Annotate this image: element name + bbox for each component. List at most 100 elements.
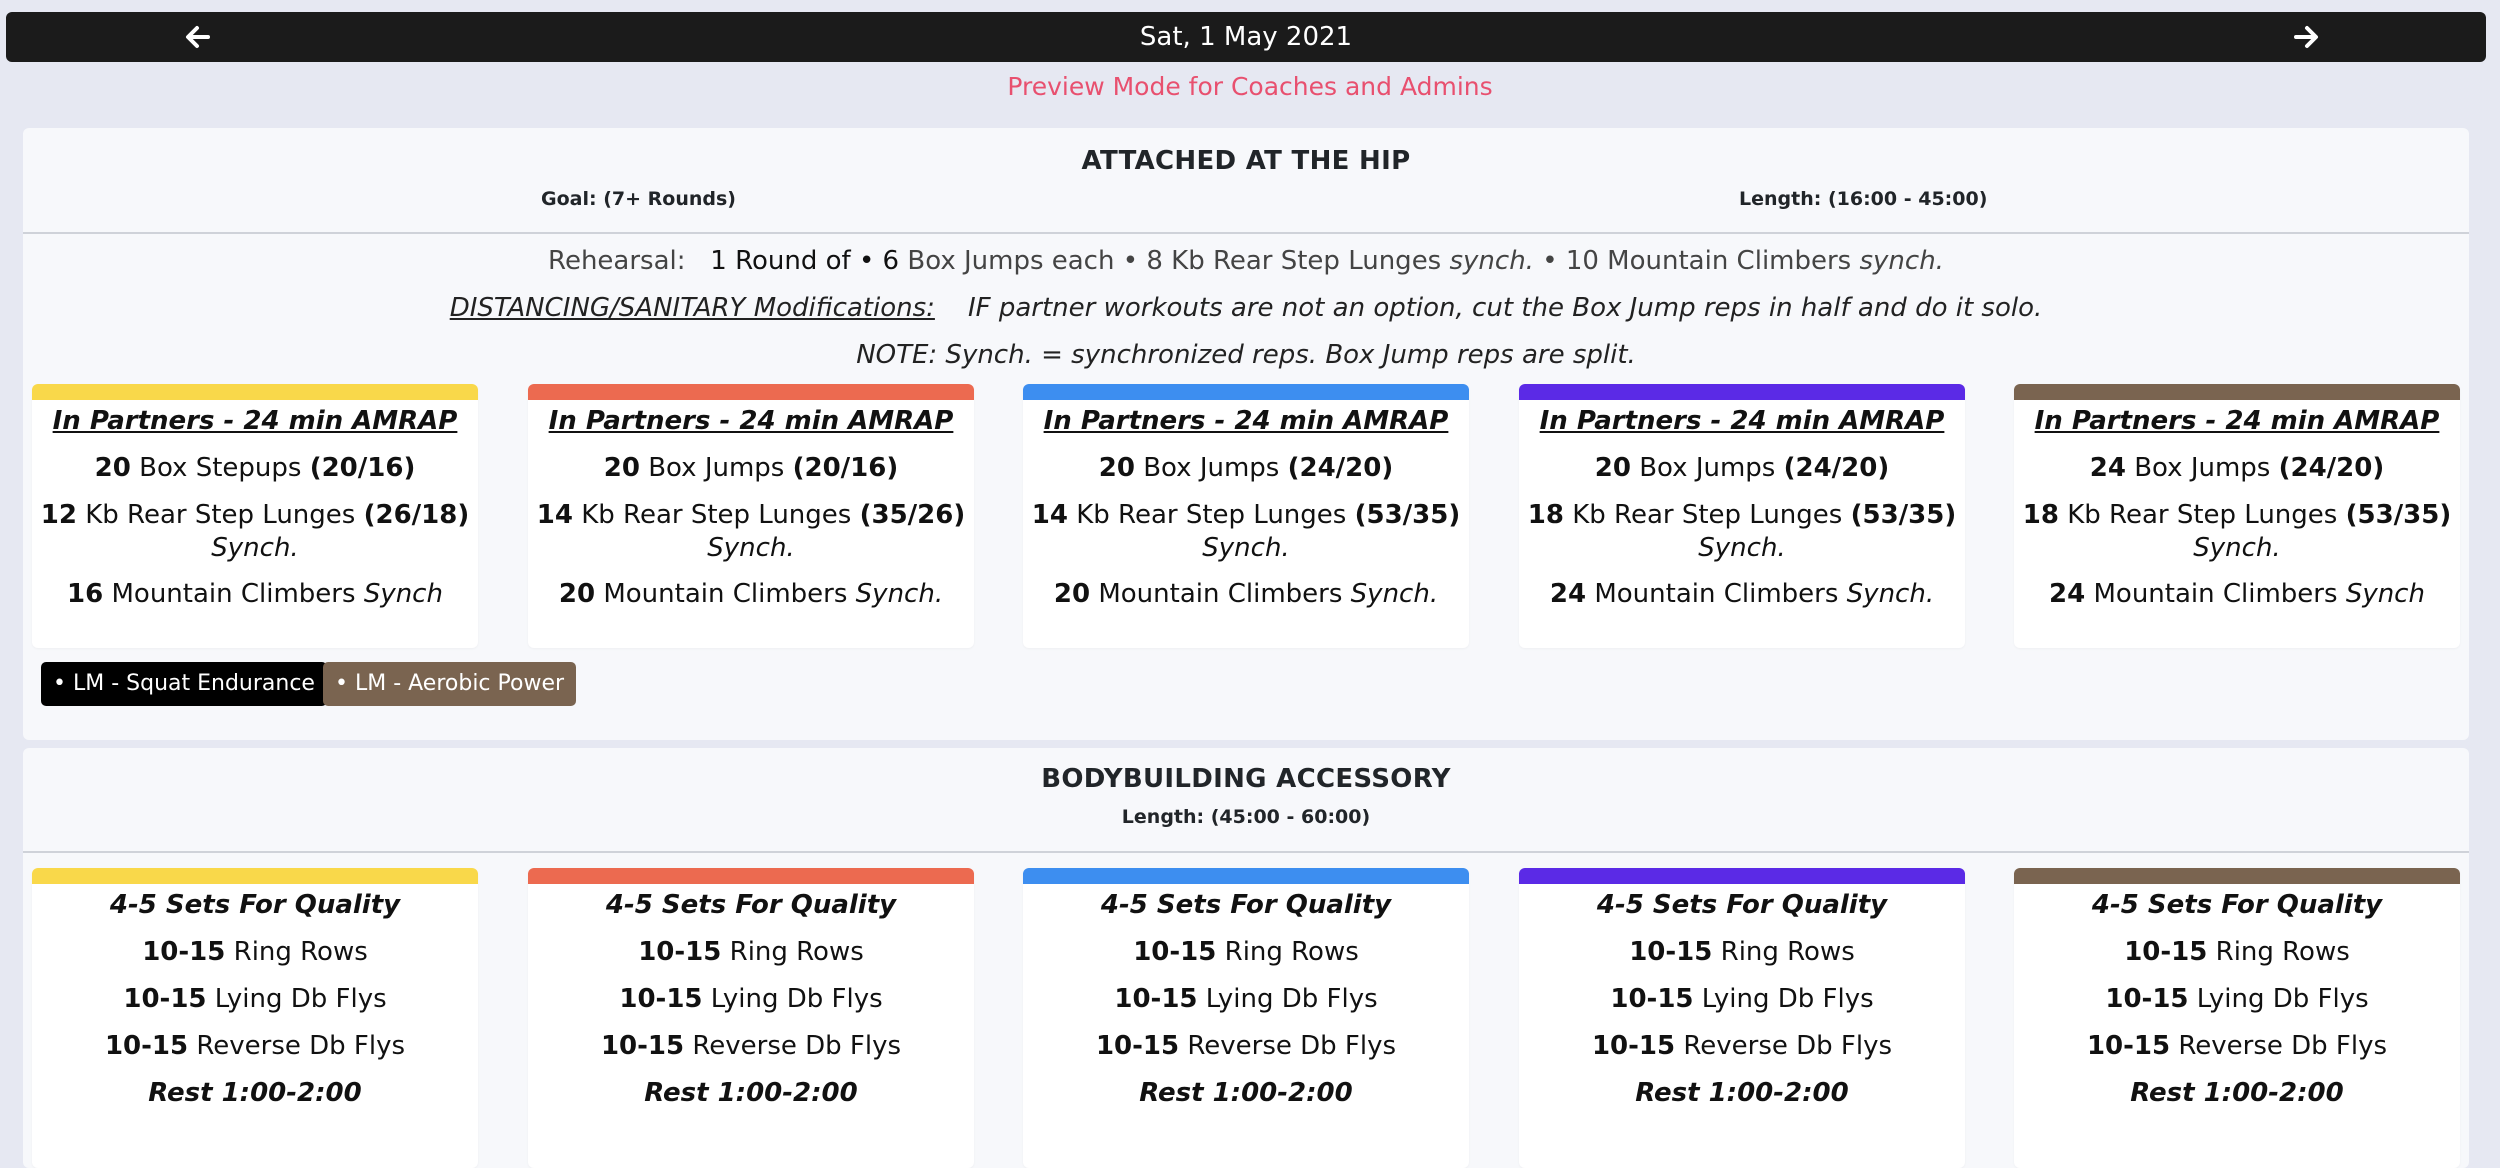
card-heading: In Partners - 24 min AMRAP bbox=[548, 406, 954, 436]
level-color-bar bbox=[1023, 868, 1469, 884]
rehearsal-text-4: synch. bbox=[1449, 246, 1534, 276]
arrow-right-icon bbox=[2294, 26, 2318, 48]
movement-1: 20 Box Jumps (24/20) bbox=[1098, 453, 1394, 483]
movement-3: 10-15 Reverse Db Flys bbox=[1591, 1031, 1893, 1061]
level-color-bar bbox=[1519, 384, 1965, 400]
rest-note: Rest 1:00-2:00 bbox=[2130, 1078, 2344, 1108]
level-color-bar bbox=[2014, 384, 2460, 400]
card-heading: 4-5 Sets For Quality bbox=[2091, 890, 2383, 920]
movement-3: 24 Mountain Climbers Synch. bbox=[1549, 579, 1935, 609]
movement-1: 10-15 Ring Rows bbox=[2124, 937, 2350, 967]
movement-2-note: Synch. bbox=[1202, 533, 1290, 563]
card-heading: 4-5 Sets For Quality bbox=[1100, 890, 1392, 920]
rehearsal-text-3: Kb Rear Step Lunges bbox=[1162, 246, 1450, 276]
level-color-bar bbox=[2014, 868, 2460, 884]
level-color-bar bbox=[1519, 868, 1965, 884]
workout-section-bodybuilding-accessory: BODYBUILDING ACCESSORY Length: (45:00 - … bbox=[23, 748, 2469, 1168]
movement-2: 12 Kb Rear Step Lunges (26/18) bbox=[40, 500, 470, 530]
level-card-1: In Partners - 24 min AMRAP 20 Box Stepup… bbox=[32, 384, 478, 648]
card-heading: In Partners - 24 min AMRAP bbox=[1043, 406, 1449, 436]
movement-1: 10-15 Ring Rows bbox=[1133, 937, 1359, 967]
card-heading: In Partners - 24 min AMRAP bbox=[2034, 406, 2440, 436]
section-title: BODYBUILDING ACCESSORY bbox=[1041, 764, 1451, 794]
rest-note: Rest 1:00-2:00 bbox=[644, 1078, 858, 1108]
movement-3: 24 Mountain Climbers Synch bbox=[2049, 579, 2425, 609]
movement-1: 10-15 Ring Rows bbox=[1629, 937, 1855, 967]
accessory-card-1: 4-5 Sets For Quality 10-15 Ring Rows 10-… bbox=[32, 868, 478, 1168]
movement-3: 20 Mountain Climbers Synch. bbox=[1053, 579, 1439, 609]
movement-2: 18 Kb Rear Step Lunges (53/35) bbox=[2022, 500, 2452, 530]
movement-1: 10-15 Ring Rows bbox=[638, 937, 864, 967]
movement-2: 14 Kb Rear Step Lunges (53/35) bbox=[1031, 500, 1461, 530]
accessory-card-3: 4-5 Sets For Quality 10-15 Ring Rows 10-… bbox=[1023, 868, 1469, 1168]
level-color-bar bbox=[32, 384, 478, 400]
movement-3: 10-15 Reverse Db Flys bbox=[2086, 1031, 2388, 1061]
rehearsal-label: Rehearsal: bbox=[548, 246, 686, 276]
movement-2: 14 Kb Rear Step Lunges (35/26) bbox=[536, 500, 966, 530]
movement-2-note: Synch. bbox=[1698, 533, 1786, 563]
section-title: ATTACHED AT THE HIP bbox=[1081, 146, 1411, 176]
arrow-left-icon bbox=[186, 26, 210, 48]
level-card-2: In Partners - 24 min AMRAP 20 Box Jumps … bbox=[528, 384, 974, 648]
accessory-card-5: 4-5 Sets For Quality 10-15 Ring Rows 10-… bbox=[2014, 868, 2460, 1168]
rest-note: Rest 1:00-2:00 bbox=[1139, 1078, 1353, 1108]
rehearsal-line: Rehearsal: 1 Round of • 6 Box Jumps each… bbox=[23, 246, 2469, 276]
level-color-bar bbox=[32, 868, 478, 884]
section-length: Length: (45:00 - 60:00) bbox=[1121, 806, 1371, 828]
movement-1: 20 Box Stepups (20/16) bbox=[94, 453, 416, 483]
movement-2: 18 Kb Rear Step Lunges (53/35) bbox=[1527, 500, 1957, 530]
section-divider bbox=[23, 232, 2469, 234]
movement-3: 10-15 Reverse Db Flys bbox=[1095, 1031, 1397, 1061]
date-navigation-bar: Sat, 1 May 2021 bbox=[6, 12, 2486, 62]
tag-aerobic-power[interactable]: • LM - Aerobic Power bbox=[323, 662, 577, 706]
rest-note: Rest 1:00-2:00 bbox=[1635, 1078, 1849, 1108]
section-goal: Goal: (7+ Rounds) bbox=[541, 188, 736, 210]
level-color-bar bbox=[1023, 384, 1469, 400]
card-heading: 4-5 Sets For Quality bbox=[109, 890, 401, 920]
accessory-card-2: 4-5 Sets For Quality 10-15 Ring Rows 10-… bbox=[528, 868, 974, 1168]
movement-3: 20 Mountain Climbers Synch. bbox=[558, 579, 944, 609]
distancing-line: DISTANCING/SANITARY Modifications: IF pa… bbox=[23, 293, 2469, 323]
current-date: Sat, 1 May 2021 bbox=[1139, 22, 1353, 52]
card-heading: In Partners - 24 min AMRAP bbox=[1539, 406, 1945, 436]
level-card-4: In Partners - 24 min AMRAP 20 Box Jumps … bbox=[1519, 384, 1965, 648]
movement-1: 24 Box Jumps (24/20) bbox=[2089, 453, 2385, 483]
movement-2: 10-15 Lying Db Flys bbox=[2105, 984, 2369, 1014]
card-heading: 4-5 Sets For Quality bbox=[1596, 890, 1888, 920]
rehearsal-text-6: Mountain Climbers bbox=[1598, 246, 1860, 276]
distancing-label: DISTANCING/SANITARY Modifications: bbox=[449, 293, 935, 323]
movement-2: 10-15 Lying Db Flys bbox=[1114, 984, 1378, 1014]
movement-1: 20 Box Jumps (20/16) bbox=[603, 453, 899, 483]
movement-3: 10-15 Reverse Db Flys bbox=[600, 1031, 902, 1061]
movement-3: 16 Mountain Climbers Synch bbox=[67, 579, 443, 609]
card-heading: 4-5 Sets For Quality bbox=[605, 890, 897, 920]
movement-3: 10-15 Reverse Db Flys bbox=[104, 1031, 406, 1061]
level-card-3: In Partners - 24 min AMRAP 20 Box Jumps … bbox=[1023, 384, 1469, 648]
rest-note: Rest 1:00-2:00 bbox=[148, 1078, 362, 1108]
movement-2: 10-15 Lying Db Flys bbox=[1610, 984, 1874, 1014]
section-divider bbox=[23, 851, 2469, 853]
rehearsal-text-2: Box Jumps each • 8 bbox=[899, 246, 1163, 276]
level-color-bar bbox=[528, 384, 974, 400]
movement-2-note: Synch. bbox=[211, 533, 299, 563]
rehearsal-text-5: • 10 bbox=[1533, 246, 1599, 276]
distancing-text: IF partner workouts are not an option, c… bbox=[967, 293, 2043, 323]
movement-1: 20 Box Jumps (24/20) bbox=[1594, 453, 1890, 483]
previous-day-button[interactable] bbox=[178, 17, 218, 57]
next-day-button[interactable] bbox=[2286, 17, 2326, 57]
rehearsal-text-7: synch. bbox=[1859, 246, 1944, 276]
preview-mode-notice: Preview Mode for Coaches and Admins bbox=[1007, 72, 1493, 101]
movement-2: 10-15 Lying Db Flys bbox=[123, 984, 387, 1014]
tag-squat-endurance[interactable]: • LM - Squat Endurance bbox=[41, 662, 327, 706]
section-length: Length: (16:00 - 45:00) bbox=[1739, 188, 1988, 210]
movement-2-note: Synch. bbox=[707, 533, 795, 563]
rehearsal-text-1: 1 Round of • 6 bbox=[710, 246, 900, 276]
card-heading: In Partners - 24 min AMRAP bbox=[52, 406, 458, 436]
level-color-bar bbox=[528, 868, 974, 884]
synch-note: NOTE: Synch. = synchronized reps. Box Ju… bbox=[856, 340, 1636, 370]
accessory-card-4: 4-5 Sets For Quality 10-15 Ring Rows 10-… bbox=[1519, 868, 1965, 1168]
workout-section-attached-at-the-hip: ATTACHED AT THE HIP Goal: (7+ Rounds) Le… bbox=[23, 128, 2469, 740]
movement-2: 10-15 Lying Db Flys bbox=[619, 984, 883, 1014]
level-card-5: In Partners - 24 min AMRAP 24 Box Jumps … bbox=[2014, 384, 2460, 648]
movement-2-note: Synch. bbox=[2193, 533, 2281, 563]
